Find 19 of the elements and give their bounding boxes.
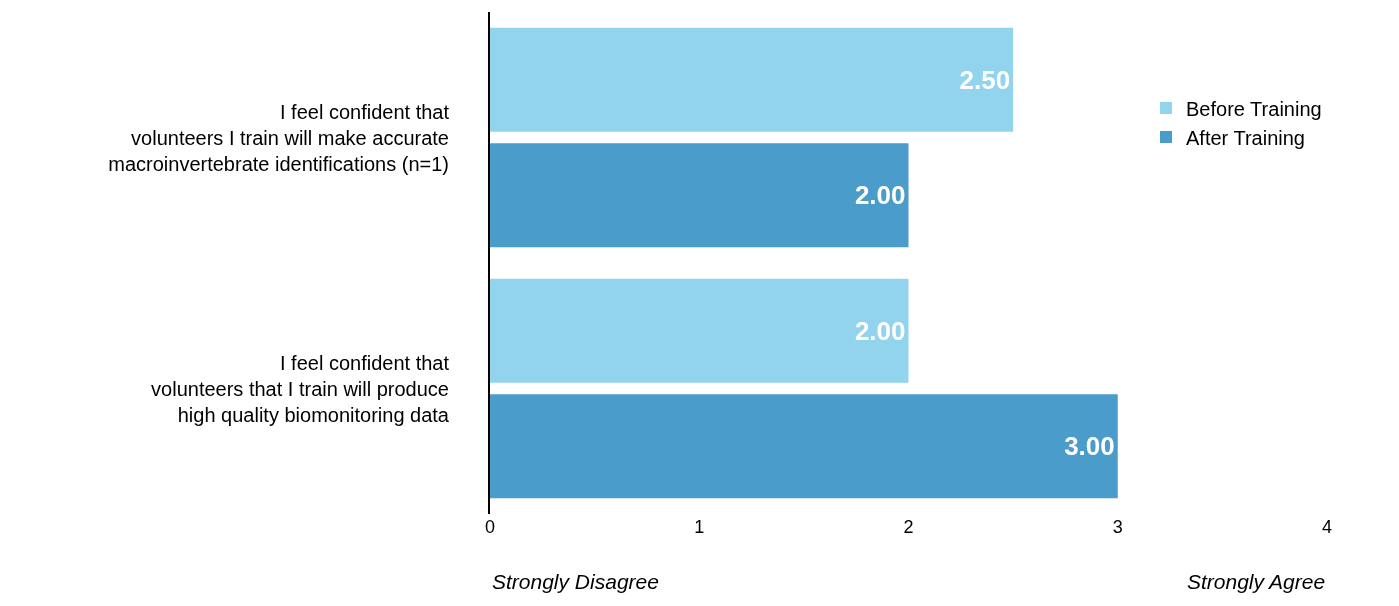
text: Strongly Disagree (492, 570, 659, 593)
bar (490, 27, 1014, 132)
y-tick-label: I feel confident that volunteers that I train will produce high quality biomonitoring data (151, 351, 450, 426)
data-label: 2.50 (959, 64, 1011, 95)
x-tick-label: 0 (484, 517, 496, 537)
legend-label: After Training (1186, 126, 1305, 149)
data-label: 3.00 (1064, 431, 1115, 462)
x-tick-label: 4 (1321, 517, 1333, 537)
x-tick-label: 1 (694, 517, 705, 537)
y-tick-label: I feel confident that volunteers I train will make accurate macroinvertebrate identifications (n=1) (108, 100, 450, 175)
data-label: 2.00 (854, 315, 906, 346)
legend-label: Before Training (1186, 97, 1322, 120)
bar (490, 143, 909, 248)
text: Strongly Agree (1187, 570, 1326, 593)
bar (490, 394, 1118, 499)
bar (490, 278, 909, 383)
x-tick-label: 3 (1112, 517, 1123, 537)
data-label: 2.00 (854, 180, 906, 211)
x-tick-label: 2 (903, 517, 914, 537)
